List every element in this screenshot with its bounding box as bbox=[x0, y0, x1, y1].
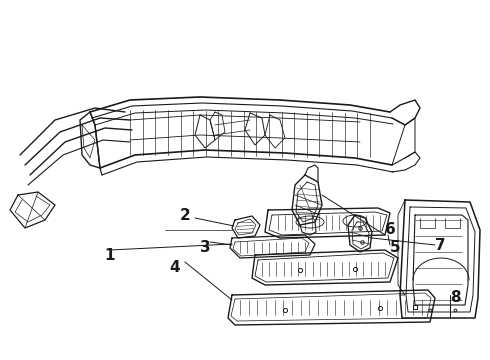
Text: 7: 7 bbox=[435, 238, 445, 252]
Text: 3: 3 bbox=[200, 240, 210, 256]
Text: 4: 4 bbox=[170, 261, 180, 275]
Text: 5: 5 bbox=[390, 240, 400, 256]
Text: 1: 1 bbox=[105, 248, 115, 262]
Text: 2: 2 bbox=[180, 207, 191, 222]
Text: 6: 6 bbox=[385, 222, 395, 238]
Text: 8: 8 bbox=[450, 291, 460, 306]
